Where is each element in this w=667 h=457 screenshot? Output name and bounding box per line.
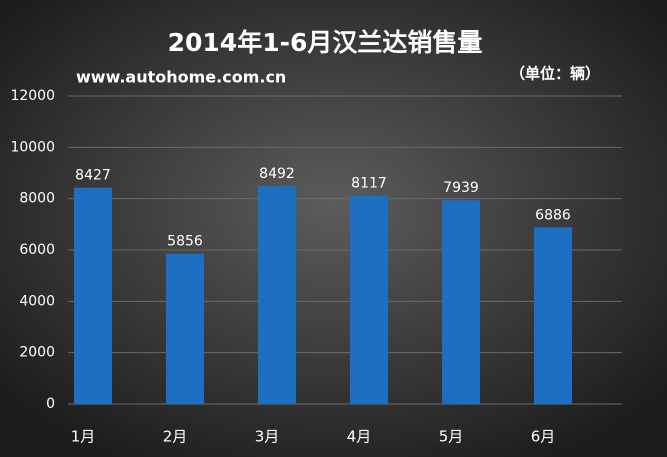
x-tick-label: 2月 <box>163 428 188 446</box>
x-tick-label: 1月 <box>71 428 96 446</box>
data-label: 8117 <box>351 176 387 192</box>
data-label: 8492 <box>259 166 295 182</box>
chart-subtitle: www.autohome.com.cn <box>76 68 286 87</box>
bar <box>166 253 204 404</box>
bar <box>442 200 480 404</box>
bar <box>74 187 112 404</box>
data-label: 8427 <box>75 168 111 184</box>
y-tick-label: 2000 <box>19 345 55 361</box>
bar <box>534 227 572 404</box>
bar <box>258 186 296 404</box>
y-tick-label: 10000 <box>10 139 55 155</box>
x-tick-label: 5月 <box>439 428 464 446</box>
y-tick-label: 0 <box>46 396 55 412</box>
x-tick-label: 3月 <box>255 428 280 446</box>
bar <box>350 195 388 404</box>
x-tick-label: 6月 <box>531 428 556 446</box>
data-label: 5856 <box>167 234 203 250</box>
unit-label: （单位：辆） <box>510 65 600 83</box>
data-label: 7939 <box>443 180 479 196</box>
y-tick-label: 6000 <box>19 242 55 258</box>
x-tick-label: 4月 <box>347 428 372 446</box>
y-tick-label: 12000 <box>10 88 55 104</box>
data-label: 6886 <box>535 207 571 223</box>
y-tick-label: 4000 <box>19 293 55 309</box>
chart-title: 2014年1-6月汉兰达销售量 <box>168 28 483 57</box>
y-tick-label: 8000 <box>19 191 55 207</box>
